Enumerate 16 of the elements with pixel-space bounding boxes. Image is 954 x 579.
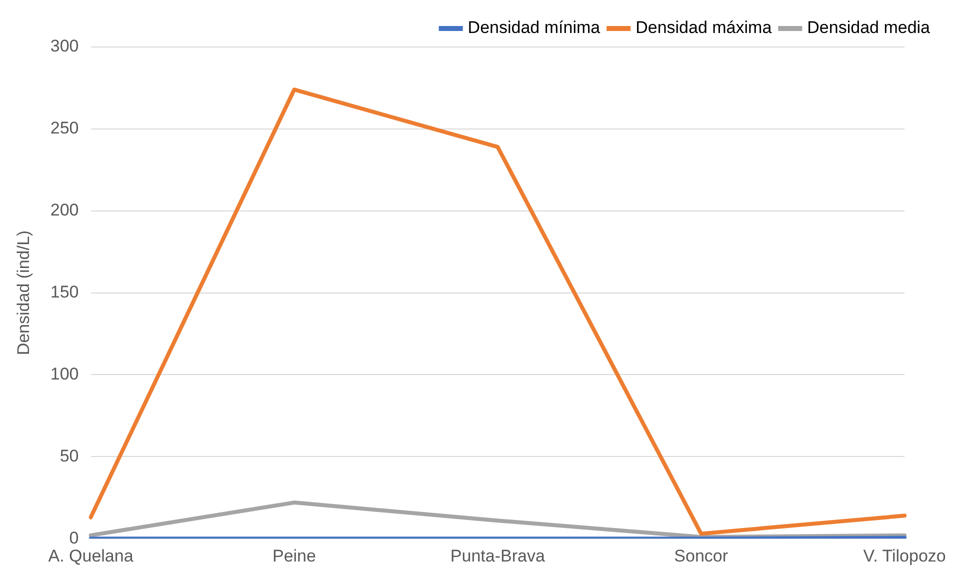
y-tick-label: 0: [69, 528, 79, 548]
legend-label: Densidad media: [807, 18, 931, 38]
x-tick-label: V. Tilopozo: [863, 546, 946, 566]
legend-label: Densidad mínima: [468, 18, 601, 38]
x-tick-label: Peine: [272, 546, 316, 566]
y-tick-label: 250: [50, 118, 79, 138]
y-axis-title: Densidad (ind/L): [14, 230, 33, 356]
y-tick-label: 100: [50, 364, 79, 384]
legend-label: Densidad máxima: [636, 18, 772, 38]
y-tick-label: 50: [60, 446, 79, 466]
x-tick-label: Punta-Brava: [450, 546, 546, 566]
x-tick-label: A. Quelana: [48, 546, 134, 566]
y-tick-label: 300: [50, 36, 79, 56]
y-tick-label: 150: [50, 282, 79, 302]
x-tick-label: Soncor: [674, 546, 728, 566]
y-tick-label: 200: [50, 200, 79, 220]
